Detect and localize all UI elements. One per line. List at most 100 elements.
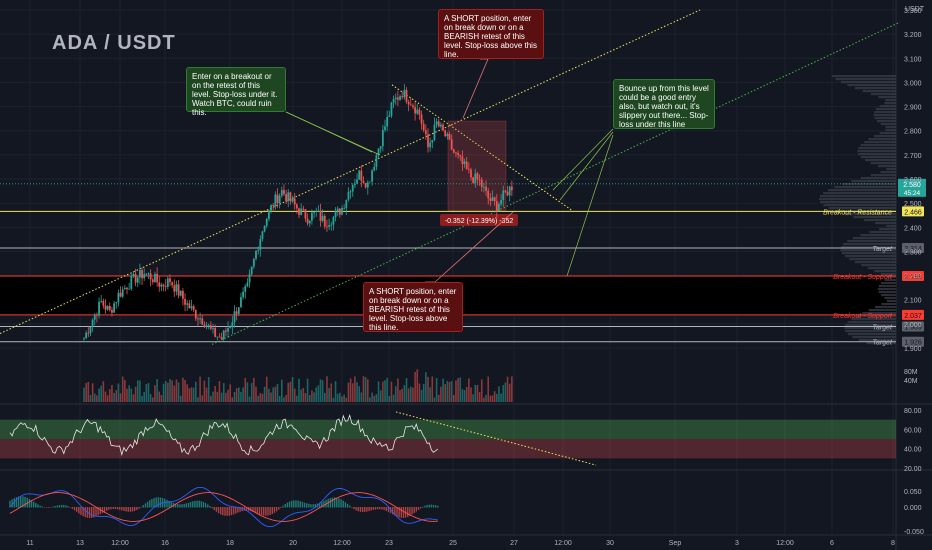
volume-profile-bar — [876, 108, 896, 111]
candle-body — [111, 309, 113, 313]
macd-histogram-bar — [230, 507, 233, 516]
macd-histogram-bar — [381, 507, 383, 510]
level-text: Target — [872, 340, 893, 347]
candle-body — [113, 303, 115, 313]
volume-bar — [487, 376, 489, 402]
candle-body — [89, 326, 92, 334]
macd-histogram-bar — [402, 507, 405, 518]
candle-body — [164, 286, 167, 287]
volume-bar — [388, 395, 391, 402]
macd-histogram-bar — [398, 507, 400, 518]
candle-body — [465, 161, 468, 169]
price-tick-label: 3.200 — [904, 32, 922, 39]
candle-body — [190, 306, 193, 309]
macd-histogram-bar — [103, 507, 106, 512]
macd-histogram-bar — [232, 507, 235, 515]
volume-bar — [261, 393, 264, 402]
macd-histogram-bar — [114, 507, 117, 510]
time-tick-label: 23 — [385, 540, 393, 547]
volume-profile-bar — [856, 315, 896, 318]
macd-histogram-bar — [374, 507, 377, 510]
macd-histogram-bar — [411, 507, 413, 515]
time-axis: 11 13 12:00 16 18 20 12:00 23 25 27 12:00 30 Sep 3 12:… — [26, 540, 895, 547]
price-tick-label: 3.000 — [904, 80, 922, 87]
volume-profile — [819, 75, 896, 345]
macd-histogram-bar — [282, 505, 284, 508]
macd-histogram-bar — [204, 503, 207, 508]
candle-body — [246, 282, 249, 287]
macd-histogram-bar — [41, 506, 43, 508]
rsi-tick-label: 20.00 — [904, 466, 922, 473]
macd-histogram-bar — [295, 500, 297, 508]
volume-bar — [124, 379, 126, 402]
volume-profile-bar — [884, 279, 896, 282]
volume-bar — [453, 395, 455, 402]
candle-body — [209, 325, 212, 329]
candle-body — [356, 179, 358, 184]
macd-histogram-bar — [67, 506, 69, 508]
volume-bar — [128, 385, 130, 402]
volume-bar — [268, 388, 270, 402]
candle-body — [480, 179, 483, 187]
macd-histogram-bar — [422, 506, 424, 508]
volume-bar — [106, 395, 109, 402]
candle-body — [145, 273, 148, 275]
volume-bar — [276, 383, 279, 402]
macd-histogram-bar — [342, 500, 344, 508]
candle-body — [360, 170, 363, 181]
macd-histogram-bar — [284, 504, 286, 508]
candle-body — [220, 337, 223, 340]
candle-body — [328, 225, 330, 227]
candle-body — [300, 208, 303, 215]
price-tick-label: 2.700 — [904, 153, 922, 160]
volume-profile-bar — [880, 294, 896, 297]
volume-bar — [377, 381, 380, 402]
candle-body — [285, 194, 287, 201]
volume-bar — [450, 380, 453, 402]
time-tick-label: 20 — [289, 540, 297, 547]
volume-bar — [102, 381, 105, 402]
macd-histogram-bar — [267, 507, 269, 516]
candle-body — [457, 153, 459, 156]
volume-profile-bar — [847, 84, 896, 87]
volume-bar — [382, 381, 384, 402]
volume-bar — [255, 386, 257, 402]
volume-bar — [506, 376, 509, 402]
candle-body — [205, 325, 208, 327]
volume-profile-bar — [879, 105, 896, 108]
macd-histogram-bar — [30, 500, 33, 508]
volume-bar — [480, 379, 483, 402]
volume-profile-bar — [864, 141, 896, 144]
candle-body — [218, 336, 221, 338]
candle-body — [506, 191, 509, 196]
volume-profile-bar — [827, 189, 896, 192]
volume-bar — [401, 388, 403, 402]
grid — [0, 0, 896, 535]
volume-bar — [407, 388, 410, 402]
volume-profile-bar — [860, 177, 896, 180]
volume-bar — [472, 394, 474, 402]
candle-body — [283, 190, 285, 195]
macd-histogram-bar — [136, 507, 138, 510]
candle-body — [252, 258, 255, 267]
candle-body — [214, 328, 217, 337]
volume-profile-bar — [879, 228, 896, 231]
macd-histogram-bar — [260, 507, 263, 516]
candle-body — [491, 197, 494, 201]
volume-profile-bar — [844, 327, 896, 330]
volume-bar — [244, 377, 247, 402]
macd-histogram-bar — [166, 499, 168, 508]
volume-bar — [197, 397, 199, 402]
macd-histogram-bar — [9, 500, 11, 508]
candle-body — [278, 195, 281, 204]
candle-body — [126, 287, 128, 290]
candle-body — [235, 311, 238, 314]
candle-body — [510, 186, 513, 191]
macd-histogram-bar — [312, 504, 314, 508]
volume-profile-bar — [884, 297, 896, 300]
candle-body — [265, 218, 268, 226]
level-badge-label: 2.198 — [904, 274, 922, 281]
macd-histogram-bar — [20, 496, 22, 508]
macd-histogram-bar — [185, 503, 187, 508]
